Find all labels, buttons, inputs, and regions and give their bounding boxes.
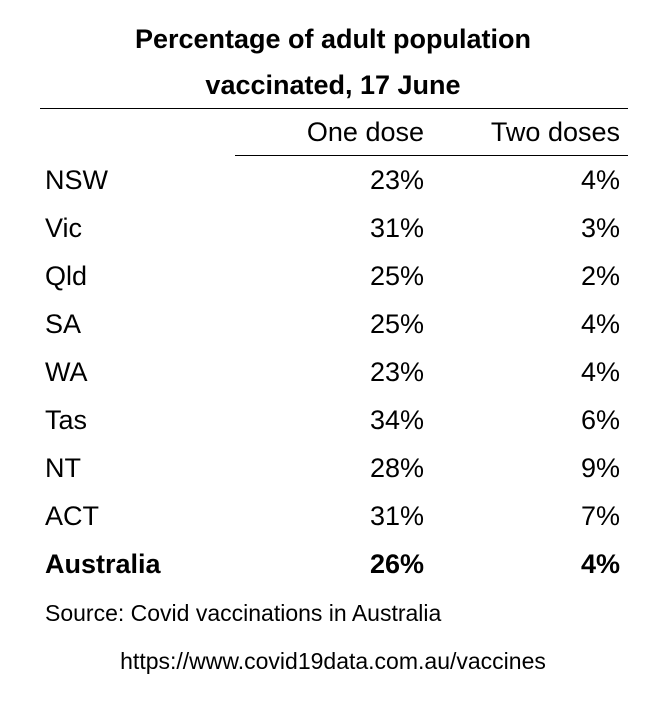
table-row: NT 28% 9% — [0, 453, 666, 501]
header-one-dose: One dose — [306, 117, 424, 147]
two-doses-cell: 2% — [580, 261, 620, 291]
two-doses-cell: 4% — [580, 309, 620, 339]
region-cell: Tas — [45, 405, 88, 435]
one-dose-cell: 25% — [369, 261, 424, 291]
title-divider — [40, 108, 628, 109]
one-dose-cell: 31% — [369, 501, 424, 531]
table-row: WA 23% 4% — [0, 357, 666, 405]
two-doses-cell: 4% — [580, 357, 620, 387]
header-divider — [235, 155, 628, 156]
header-two-doses: Two doses — [490, 117, 620, 147]
table-row: NSW 23% 4% — [0, 165, 666, 213]
table-title-line-2: vaccinated, 17 June — [205, 70, 461, 100]
one-dose-cell: 34% — [369, 405, 424, 435]
table-row: ACT 31% 7% — [0, 501, 666, 549]
two-doses-cell: 6% — [580, 405, 620, 435]
header-row: One dose Two doses — [0, 117, 666, 165]
source-url: https://www.covid19data.com.au/vaccines — [120, 648, 546, 674]
table-row: Tas 34% 6% — [0, 405, 666, 453]
source-note: Source: Covid vaccinations in Australia — [45, 600, 442, 626]
one-dose-cell: 26% — [369, 549, 424, 579]
region-cell: NSW — [45, 165, 108, 195]
table-title-line-1: Percentage of adult population — [134, 24, 532, 54]
region-cell: WA — [45, 357, 88, 387]
two-doses-cell: 9% — [580, 453, 620, 483]
table-row: SA 25% 4% — [0, 309, 666, 357]
two-doses-cell: 4% — [580, 165, 620, 195]
region-cell: ACT — [45, 501, 99, 531]
one-dose-cell: 31% — [369, 213, 424, 243]
two-doses-cell: 4% — [580, 549, 620, 579]
region-cell: SA — [45, 309, 82, 339]
region-cell: NT — [45, 453, 81, 483]
two-doses-cell: 3% — [580, 213, 620, 243]
one-dose-cell: 25% — [369, 309, 424, 339]
table-row: Qld 25% 2% — [0, 261, 666, 309]
region-cell: Qld — [45, 261, 88, 291]
region-cell: Australia — [45, 549, 161, 579]
one-dose-cell: 23% — [369, 357, 424, 387]
region-cell: Vic — [45, 213, 83, 243]
two-doses-cell: 7% — [580, 501, 620, 531]
table-row: Vic 31% 3% — [0, 213, 666, 261]
table-row-total: Australia 26% 4% — [0, 549, 666, 597]
one-dose-cell: 23% — [369, 165, 424, 195]
one-dose-cell: 28% — [369, 453, 424, 483]
